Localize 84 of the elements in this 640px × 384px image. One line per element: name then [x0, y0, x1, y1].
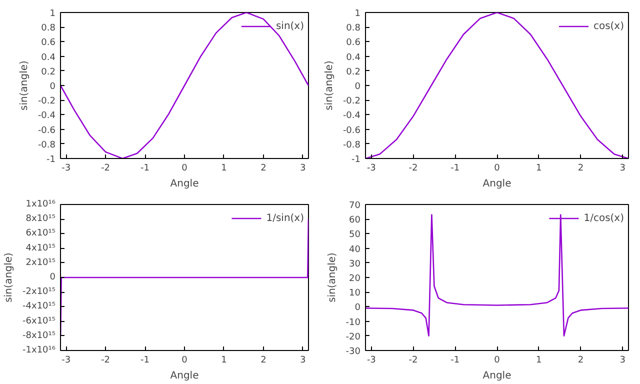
- y-tick-label: -0.2: [38, 96, 56, 107]
- x-tick-label: 3: [300, 164, 306, 174]
- y-tick-label: 1: [354, 9, 361, 19]
- y-tick-label: 40: [349, 244, 361, 255]
- y-tick-label: -8x10¹⁵: [22, 330, 56, 341]
- y-tick-label: -1x10¹⁶: [22, 346, 56, 356]
- y-tick-label: -0.8: [38, 140, 56, 150]
- y-tick-label: 1: [50, 9, 56, 19]
- legend-label: cos(x): [593, 20, 624, 32]
- y-axis-title: sin(angle): [18, 60, 30, 110]
- x-axis-title: Angle: [482, 178, 512, 190]
- y-tick-label: 20: [349, 274, 361, 284]
- x-tick-label: 0: [494, 164, 500, 174]
- y-tick-label: 8x10¹⁵: [26, 214, 56, 224]
- x-tick-label: -2: [408, 164, 418, 174]
- x-tick-label: 3: [620, 356, 626, 366]
- x-tick-label: -2: [101, 356, 110, 366]
- y-tick-label: 0: [50, 82, 56, 92]
- x-tick-label: 2: [260, 164, 266, 174]
- y-tick-label: -30: [346, 347, 361, 357]
- y-tick-label: 0: [354, 82, 361, 92]
- y-tick-label: -0.6: [342, 126, 361, 136]
- x-tick-label: -2: [408, 356, 418, 366]
- x-tick-label: 2: [578, 356, 584, 366]
- x-tick-label: 1: [221, 164, 227, 174]
- x-axis-title: Angle: [170, 370, 199, 382]
- y-tick-label: 1x10¹⁶: [26, 200, 56, 210]
- y-tick-label: 6x10¹⁵: [26, 228, 56, 239]
- x-tick-label: -1: [140, 164, 150, 174]
- y-axis-title: sin(angle): [326, 252, 338, 302]
- y-tick-label: 0.6: [346, 38, 361, 48]
- y-tick-label: -2x10¹⁵: [22, 287, 56, 298]
- x-tick-label: 1: [221, 356, 227, 366]
- y-tick-label: -20: [346, 332, 361, 342]
- y-tick-label: 0.8: [346, 24, 361, 34]
- y-tick-label: 0.2: [41, 67, 56, 78]
- y-tick-label: 50: [349, 230, 361, 240]
- y-tick-label: 2x10¹⁵: [26, 258, 56, 268]
- y-tick-label: -0.2: [342, 96, 360, 107]
- y-tick-label: -1: [352, 155, 361, 165]
- x-tick-label: 2: [260, 356, 266, 366]
- y-axis-title: sin(angle): [4, 252, 15, 302]
- x-tick-label: 3: [300, 356, 306, 366]
- y-tick-label: -6x10¹⁵: [22, 316, 56, 326]
- y-tick-label: -0.4: [38, 111, 56, 122]
- y-tick-label: 70: [349, 201, 361, 211]
- x-tick-label: -2: [101, 164, 110, 174]
- x-tick-label: 0: [182, 356, 188, 366]
- y-tick-label: 10: [349, 288, 361, 299]
- x-tick-label: -1: [140, 356, 150, 366]
- y-tick-label: -0.4: [342, 111, 361, 122]
- y-tick-label: -0.8: [342, 140, 361, 150]
- x-tick-label: -3: [366, 164, 376, 174]
- x-tick-label: -1: [450, 164, 460, 174]
- x-tick-label: -1: [450, 356, 460, 366]
- y-tick-label: 0.6: [41, 38, 56, 48]
- x-tick-label: 2: [578, 164, 584, 174]
- x-axis-title: Angle: [482, 370, 512, 382]
- y-tick-label: -4x10¹⁵: [22, 302, 56, 312]
- y-tick-label: 60: [349, 216, 361, 226]
- legend-label: sin(x): [276, 20, 304, 32]
- x-tick-label: 3: [620, 164, 626, 174]
- legend-label: 1/sin(x): [266, 212, 304, 224]
- y-tick-label: 0.8: [41, 24, 56, 34]
- x-tick-label: -3: [62, 356, 71, 366]
- y-tick-label: 0: [354, 303, 361, 314]
- x-tick-label: 0: [494, 356, 500, 366]
- x-tick-label: -3: [366, 356, 376, 366]
- y-tick-label: 0.2: [346, 67, 361, 78]
- y-axis-title: sin(angle): [324, 60, 335, 110]
- x-tick-label: -3: [62, 164, 71, 174]
- x-tick-label: 1: [536, 356, 542, 366]
- y-tick-label: -1: [46, 155, 56, 165]
- y-tick-label: 4x10¹⁵: [26, 243, 56, 254]
- x-axis-title: Angle: [170, 178, 199, 190]
- y-tick-label: -10: [346, 318, 361, 328]
- legend-label: 1/cos(x): [584, 212, 624, 224]
- y-tick-label: -0.6: [38, 126, 56, 136]
- y-tick-label: 30: [349, 259, 361, 270]
- y-tick-label: 0.4: [346, 52, 361, 63]
- x-tick-label: 1: [536, 164, 542, 174]
- y-tick-label: 0.4: [41, 52, 56, 63]
- x-tick-label: 0: [182, 164, 188, 174]
- y-tick-label: 0: [50, 272, 56, 282]
